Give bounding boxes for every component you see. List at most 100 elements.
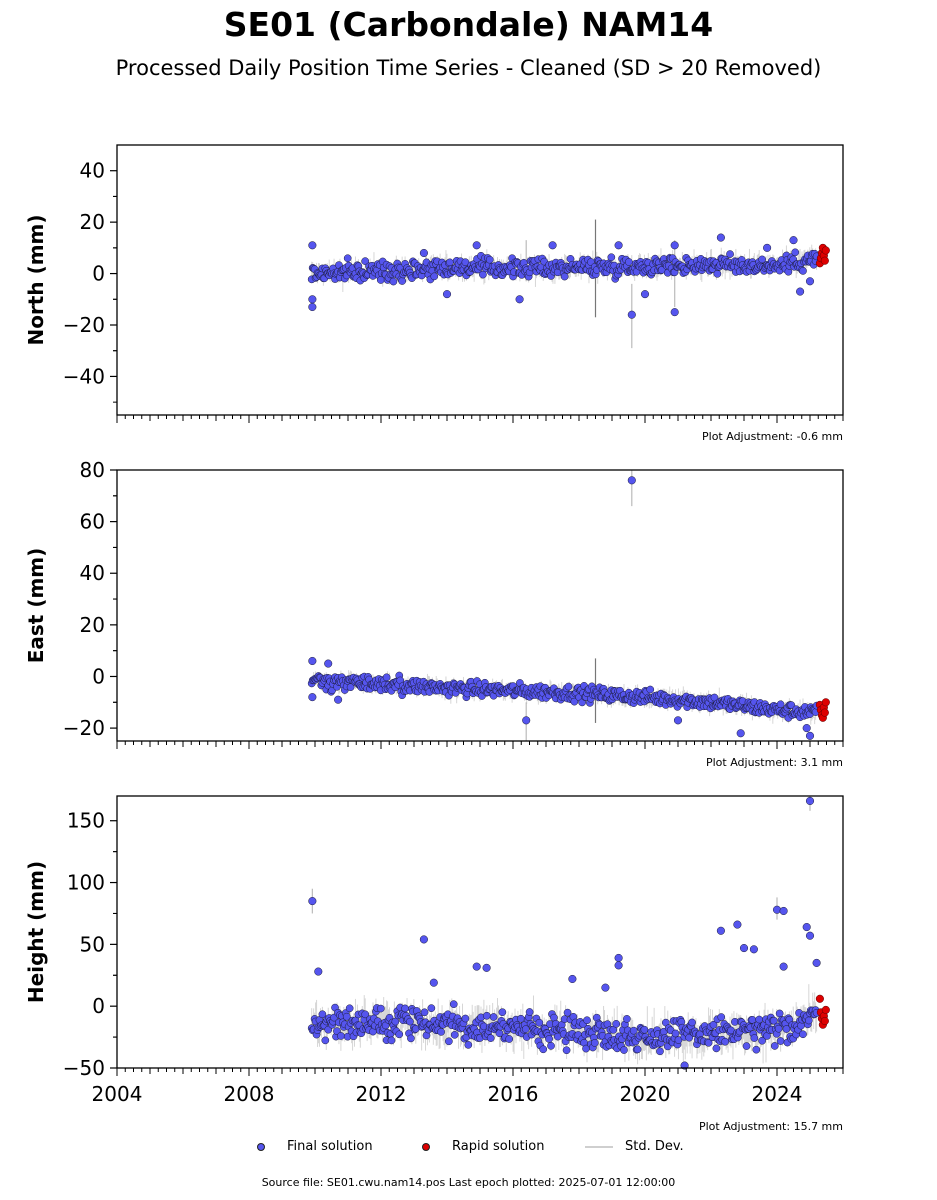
y-axis-label: North (mm) (24, 214, 48, 345)
chart-subtitle: Processed Daily Position Time Series - C… (115, 56, 822, 80)
final-solution-point (716, 233, 725, 242)
rapid-solution-point (821, 698, 830, 707)
final-solution-point (308, 897, 317, 906)
rapid-solution-marker (422, 1143, 430, 1151)
plot-adjustment-label: Plot Adjustment: 15.7 mm (699, 1120, 843, 1133)
final-solution-point (337, 1032, 345, 1040)
final-solution-point (387, 1036, 396, 1045)
final-solution-point (318, 1010, 327, 1019)
final-solution-point (391, 1017, 400, 1026)
final-solution-point (620, 1046, 628, 1054)
final-solution-point (521, 1025, 530, 1034)
final-solution-point (805, 277, 815, 286)
final-solution-point (308, 693, 317, 702)
y-tick-label: 60 (80, 510, 105, 534)
final-solution-point (430, 272, 439, 281)
final-solution-point (612, 1020, 621, 1028)
final-solution-point (343, 254, 352, 263)
final-solution-point (750, 1034, 759, 1042)
y-axis-label: Height (mm) (24, 861, 48, 1003)
y-tick-label: −50 (63, 1056, 105, 1080)
final-solution-point (640, 1025, 649, 1034)
final-solution-point (547, 1042, 555, 1050)
final-solution-point (779, 906, 788, 916)
y-tick-label: 100 (67, 871, 105, 895)
final-solution-point (442, 290, 452, 299)
rapid-solution-point (815, 994, 824, 1003)
legend-item-rapid: Rapid solution (422, 1137, 544, 1157)
final-solution-point (685, 1033, 694, 1042)
final-solution-point (779, 962, 788, 971)
y-tick-label: −20 (63, 716, 105, 740)
final-solution-point (419, 935, 428, 944)
final-solution-point (799, 1030, 807, 1039)
final-solution-point (758, 1036, 766, 1045)
y-tick-label: 80 (80, 458, 105, 482)
final-solution-point (752, 1045, 761, 1054)
final-solution-point (560, 272, 569, 281)
final-solution-point (614, 953, 623, 963)
final-solution-point (308, 295, 317, 304)
final-solution-point (472, 241, 481, 250)
x-tick-label: 2004 (92, 1082, 143, 1106)
final-solution-point (670, 241, 679, 250)
final-solution-point (563, 1008, 572, 1017)
final-solution-point (789, 236, 798, 245)
final-solution-point (736, 729, 745, 738)
final-solution-point (627, 476, 636, 485)
legend-std-label: Std. Dev. (625, 1139, 684, 1154)
chart-title: SE01 (Carbondale) NAM14 (223, 5, 714, 44)
x-tick-label: 2024 (752, 1082, 803, 1106)
final-solution-point (498, 1008, 507, 1017)
final-solution-point (805, 931, 815, 940)
final-solution-point (525, 1008, 534, 1016)
plot-adjustment-label: Plot Adjustment: 3.1 mm (706, 756, 843, 769)
final-solution-point (796, 287, 805, 296)
y-tick-label: 50 (80, 932, 105, 956)
final-solution-point (791, 248, 800, 257)
final-solution-point (627, 310, 636, 319)
final-solution-point (461, 1014, 470, 1023)
legend: Final solution Rapid solution Std. Dev. (0, 1137, 937, 1157)
final-solution-point (308, 241, 317, 250)
final-solution-point (382, 673, 391, 682)
final-solution-point (776, 1037, 785, 1045)
final-solution-point (406, 1017, 414, 1026)
final-solution-point (590, 1039, 599, 1047)
final-solution-point (709, 1020, 718, 1029)
final-solution-point (614, 961, 623, 970)
final-solution-point (401, 1004, 409, 1013)
final-solution-point (539, 1045, 548, 1054)
rapid-solution-point (820, 256, 829, 265)
final-solution-marker (257, 1143, 265, 1151)
rapid-solution-point (821, 1005, 830, 1014)
final-solution-point (726, 250, 734, 258)
final-solution-point (564, 682, 573, 691)
final-solution-point (449, 1000, 458, 1009)
final-solution-point (562, 1046, 571, 1055)
legend-item-final: Final solution (257, 1137, 373, 1157)
legend-item-std: Std. Dev. (585, 1137, 684, 1157)
final-solution-point (742, 1042, 751, 1050)
final-solution-point (601, 983, 610, 992)
final-solution-point (570, 697, 579, 706)
final-solution-point (717, 1013, 726, 1021)
rapid-solution-point (821, 246, 830, 255)
final-solution-point (545, 1035, 553, 1043)
final-solution-point (712, 1044, 721, 1053)
final-solution-point (733, 920, 742, 929)
final-solution-point (450, 1030, 459, 1039)
final-solution-point (445, 258, 454, 267)
final-solution-point (548, 241, 557, 250)
final-solution-point (782, 1025, 791, 1033)
final-solution-point (812, 958, 821, 967)
y-tick-label: −20 (63, 313, 105, 337)
final-solution-point (479, 270, 487, 279)
final-solution-point (688, 1018, 696, 1027)
final-solution-point (802, 923, 811, 932)
final-solution-point (607, 253, 616, 262)
final-solution-point (345, 1004, 354, 1013)
final-solution-point (804, 1016, 813, 1025)
final-solution-point (486, 1034, 495, 1042)
final-solution-point (407, 1034, 415, 1043)
